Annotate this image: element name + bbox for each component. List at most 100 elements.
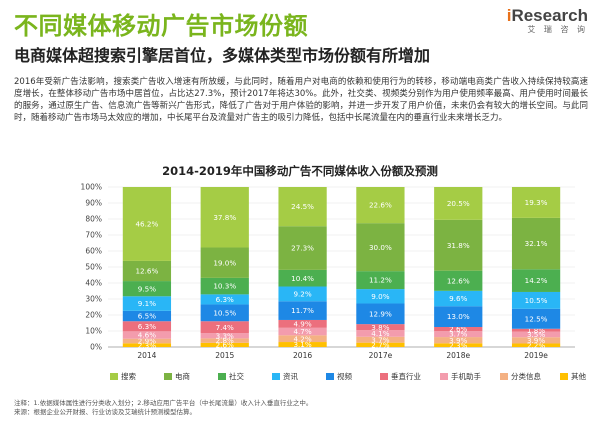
legend-label: 搜索 xyxy=(121,371,136,381)
legend-label: 其他 xyxy=(571,371,586,381)
bar-segment xyxy=(511,291,561,309)
bar-segment xyxy=(434,343,483,347)
bar-segment xyxy=(356,223,405,272)
bar-segment xyxy=(200,277,249,295)
bar-segment xyxy=(122,187,172,261)
data-label: 10.5% xyxy=(525,296,548,305)
bar-segment xyxy=(356,303,405,325)
legend-swatch xyxy=(218,373,226,380)
y-tick-label: 60% xyxy=(85,247,102,256)
bar-segment xyxy=(434,306,483,327)
y-tick-label: 70% xyxy=(85,231,102,240)
data-label: 6.5% xyxy=(138,312,156,321)
data-label: 19.3% xyxy=(525,198,548,207)
data-label: 2.7% xyxy=(371,340,389,349)
data-label: 30.0% xyxy=(369,243,392,252)
page-subtitle: 电商媒体超搜索引擎居首位，多媒体类型市场份额有所增加 xyxy=(14,46,431,65)
y-tick-label: 40% xyxy=(85,279,102,288)
legend-swatch xyxy=(440,373,448,380)
bar-segment xyxy=(122,281,172,297)
data-label: 9.0% xyxy=(371,292,389,301)
page-title: 不同媒体移动广告市场份额 xyxy=(14,12,308,40)
bar-segment xyxy=(278,301,327,320)
bar-segment xyxy=(122,296,172,311)
legend-label: 视频 xyxy=(337,371,352,381)
legend-swatch xyxy=(164,373,172,380)
data-label: 4.9% xyxy=(293,319,311,328)
x-tick-label: 2015 xyxy=(215,351,234,360)
data-label: 6.3% xyxy=(216,295,234,304)
data-label: 13.0% xyxy=(447,312,470,321)
data-label: 11.2% xyxy=(369,276,392,285)
legend-swatch xyxy=(272,373,280,380)
logo-name: Research xyxy=(511,6,588,25)
bar-segment xyxy=(511,217,561,270)
bar-segment xyxy=(356,330,405,337)
bar-segment xyxy=(200,304,249,322)
bar-segment xyxy=(122,321,172,332)
bar-segment xyxy=(278,342,327,347)
y-tick-label: 20% xyxy=(85,311,102,320)
data-label: 12.6% xyxy=(135,267,158,276)
data-label: 11.7% xyxy=(291,306,314,315)
y-tick-label: 30% xyxy=(85,295,102,304)
x-tick-label: 2016 xyxy=(293,351,312,360)
legend-label: 电商 xyxy=(175,371,190,381)
data-label: 27.3% xyxy=(291,244,314,253)
data-label: 14.2% xyxy=(525,276,548,285)
bar-segment xyxy=(278,319,327,328)
data-label: 10.4% xyxy=(291,274,314,283)
data-label: 12.6% xyxy=(447,276,470,285)
data-label: 2.8% xyxy=(216,336,234,345)
bar-segment xyxy=(278,327,327,336)
bar-segment xyxy=(511,269,561,292)
legend-label: 分类信息 xyxy=(511,371,541,381)
legend-swatch xyxy=(326,373,334,380)
legend-swatch xyxy=(500,373,508,380)
bar-segment xyxy=(434,219,483,271)
x-tick-label: 2019e xyxy=(524,351,548,360)
bar-segment xyxy=(356,342,405,347)
bar-segment xyxy=(200,321,249,334)
data-label: 7.4% xyxy=(216,323,234,332)
data-label: 3.3% xyxy=(216,331,234,340)
legend-label: 资讯 xyxy=(283,371,298,381)
chart-notes: 注释：1.依据媒体属性进行分类收入划分；2.移动应用广告平台（中长尾流量）收入计… xyxy=(14,399,312,417)
summary-paragraph: 2016年受新广告法影响，搜索类广告收入增速有所放缓，与此同时，随着用户对电商的… xyxy=(14,77,588,123)
bar-segment xyxy=(200,294,249,305)
bar-segment xyxy=(200,333,249,339)
y-tick-label: 100% xyxy=(81,183,102,192)
data-label: 1.8% xyxy=(527,326,545,335)
notes-line-2: 来源：根据企业公开财报、行业访谈及艾瑞统计预测模型估算。 xyxy=(14,408,196,416)
bar-segment xyxy=(122,338,172,344)
logo-subtitle: 艾 瑞 咨 询 xyxy=(527,25,588,34)
data-label: 32.1% xyxy=(525,239,548,248)
data-label: 4.1% xyxy=(371,329,389,338)
bar-segment xyxy=(434,337,483,344)
bar-segment xyxy=(200,187,249,248)
y-tick-label: 90% xyxy=(85,199,102,208)
chart-title: 2014-2019年中国移动广告不同媒体收入份额及预测 xyxy=(162,164,438,178)
bar-segment xyxy=(434,327,483,332)
bar-segment xyxy=(278,187,327,227)
legend-label: 垂直行业 xyxy=(391,371,421,381)
bar-segment xyxy=(434,187,483,220)
data-label: 9.1% xyxy=(138,299,156,308)
data-label: 2.6% xyxy=(449,325,467,334)
data-label: 20.5% xyxy=(447,199,470,208)
data-label: 3.7% xyxy=(371,335,389,344)
bar-segment xyxy=(200,247,249,278)
data-label: 9.5% xyxy=(138,284,156,293)
data-label: 24.5% xyxy=(291,202,314,211)
bar-segment xyxy=(434,270,483,291)
notes-line-1: 注释：1.依据媒体属性进行分类收入划分；2.移动应用广告平台（中长尾流量）收入计… xyxy=(14,399,313,407)
legend-swatch xyxy=(380,373,388,380)
bar-segment xyxy=(511,337,561,344)
bar-segment xyxy=(356,324,405,331)
y-tick-label: 10% xyxy=(85,327,102,336)
data-label: 2.2% xyxy=(527,341,545,350)
bar-segment xyxy=(122,310,172,322)
x-tick-label: 2018e xyxy=(446,351,470,360)
y-tick-label: 0% xyxy=(90,343,102,352)
logo-prefix: i xyxy=(506,6,512,25)
